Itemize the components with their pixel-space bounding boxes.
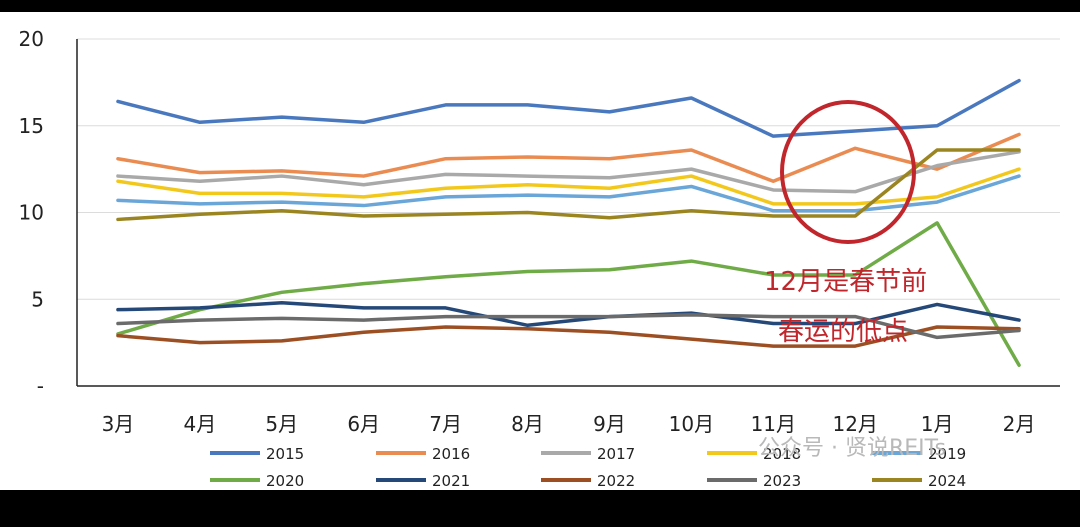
x-tick-label: 10月 [669, 412, 714, 436]
legend-label-2022: 2022 [597, 472, 635, 490]
watermark: 公众号 · 贤说REITs [758, 436, 946, 461]
series-line-2020 [116, 221, 1021, 367]
series-line-2024 [116, 148, 1021, 222]
series-line-2022 [116, 325, 1021, 348]
series-line-2019 [116, 174, 1021, 213]
x-tick-label: 5月 [265, 412, 298, 436]
x-tick-label: 8月 [511, 412, 544, 436]
x-tick-label: 4月 [184, 412, 217, 436]
x-axis: 3月 4月 5月 6月 7月 8月 9月 10月 11月 12月 1月 2月 [77, 385, 1060, 436]
x-tick-label: 6月 [347, 412, 380, 436]
annotation-line-1: 12月是春节前 [764, 267, 927, 297]
y-tick-label: 5 [31, 287, 44, 311]
x-tick-label: 11月 [751, 412, 796, 436]
legend-label-2017: 2017 [597, 445, 635, 463]
y-tick-label: - [37, 374, 44, 398]
legend-label-2024: 2024 [928, 472, 966, 490]
y-tick-label: 10 [19, 201, 44, 225]
legend-label-2020: 2020 [266, 472, 304, 490]
annotation-line-2: 春运的低点 [778, 317, 908, 347]
legend-label-2018: 2018 [763, 445, 801, 463]
legend-label-2023: 2023 [763, 472, 801, 490]
series-lines [116, 78, 1021, 367]
december-highlight: 12月是春节前 春运的低点 [764, 100, 927, 347]
chart-frame: 20 15 10 5- 3月 4月 5月 6月 7月 8月 9月 10月 11月 12月 1月 2月 12月… [0, 12, 1080, 490]
x-tick-label: 12月 [832, 412, 877, 436]
series-line-2023 [116, 313, 1021, 340]
x-tick-label: 9月 [593, 412, 626, 436]
series-line-2015 [116, 78, 1021, 138]
y-tick-label: 20 [19, 27, 44, 51]
series-line-2016 [116, 132, 1021, 184]
x-tick-label: 7月 [429, 412, 462, 436]
y-axis: 20 15 10 5 - [19, 27, 78, 398]
legend-label-2015: 2015 [266, 445, 304, 463]
legend-label-2019: 2019 [928, 445, 966, 463]
legend-label-2021: 2021 [432, 472, 470, 490]
legend: 2015 2016 2017 2018 2019 2020 2021 2022 2023 2024 [210, 445, 966, 490]
x-tick-label: 1月 [921, 412, 954, 436]
series-line-2017 [116, 150, 1021, 194]
x-tick-label: 2月 [1003, 412, 1036, 436]
highlight-circle [780, 100, 916, 244]
legend-label-2016: 2016 [432, 445, 470, 463]
y-tick-label: 15 [19, 114, 44, 138]
x-tick-label: 3月 [102, 412, 135, 436]
series-line-2018 [116, 167, 1021, 206]
